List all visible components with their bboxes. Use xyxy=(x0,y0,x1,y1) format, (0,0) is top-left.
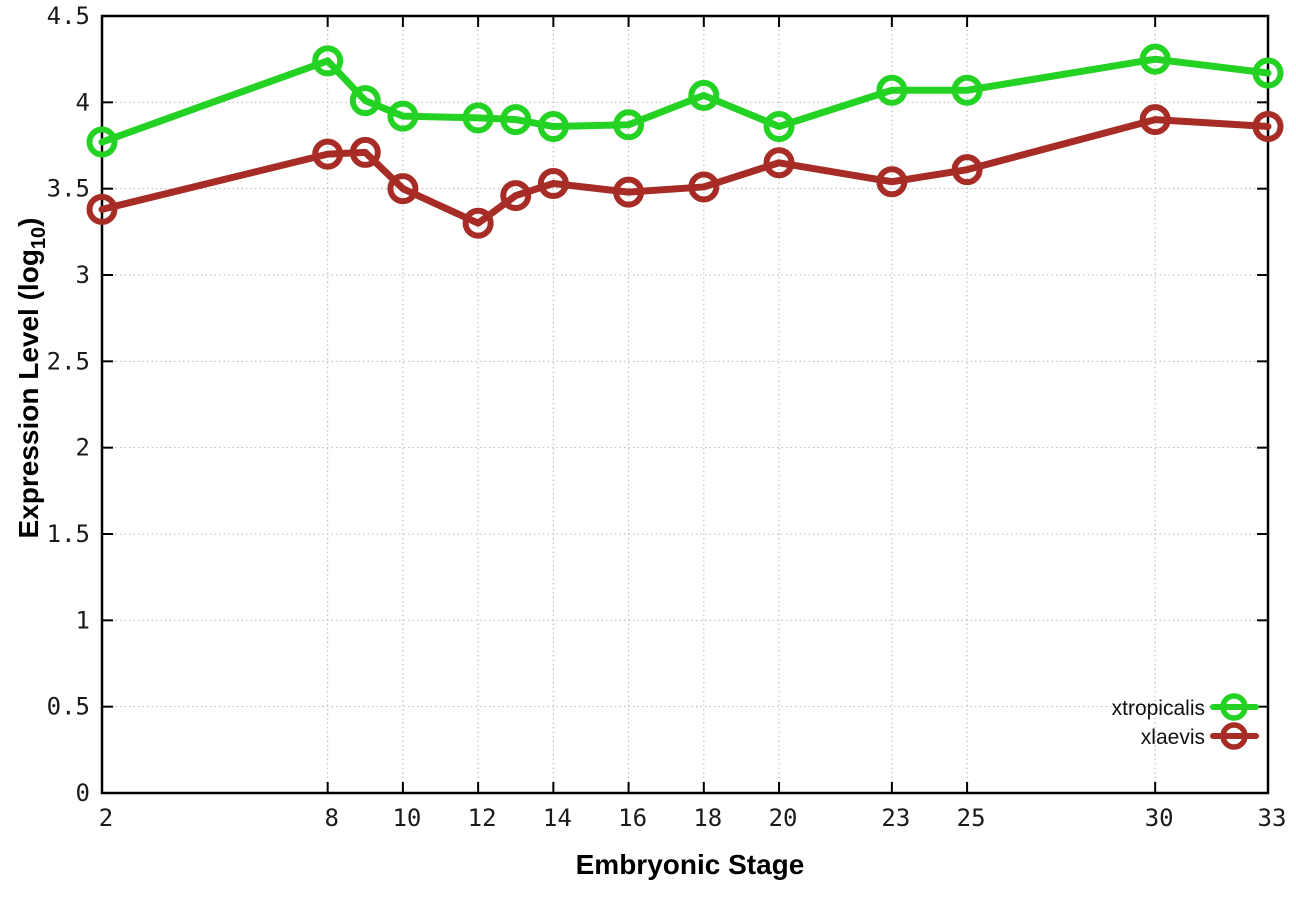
x-axis-title: Embryonic Stage xyxy=(576,849,805,880)
y-tick-label: 0.5 xyxy=(47,693,90,721)
data-point-xlaevis xyxy=(613,176,645,208)
legend-label-xtropicalis: xtropicalis xyxy=(1112,697,1205,720)
x-tick-label: 14 xyxy=(543,804,572,832)
axis-ticks xyxy=(101,15,1269,794)
y-tick-label: 2 xyxy=(76,434,90,462)
data-point-xlaevis xyxy=(763,147,795,179)
x-tick-label: 25 xyxy=(957,804,986,832)
grid-lines xyxy=(102,15,1268,793)
data-point-xtropicalis xyxy=(1252,57,1284,89)
y-axis-title-subscript: 10 xyxy=(28,227,50,249)
series-line-xlaevis xyxy=(98,116,1272,227)
y-tick-label: 4 xyxy=(76,88,90,116)
data-point-xlaevis xyxy=(86,193,118,225)
y-tick-label: 0 xyxy=(76,779,90,807)
data-point-xlaevis xyxy=(312,138,344,170)
x-tick-label: 18 xyxy=(693,804,722,832)
plot-border xyxy=(100,14,1270,795)
data-point-xtropicalis xyxy=(537,111,569,143)
x-tick-label: 23 xyxy=(881,804,910,832)
data-point-xlaevis xyxy=(876,166,908,198)
y-tick-label: 3.5 xyxy=(47,175,90,203)
data-point-xtropicalis xyxy=(1139,43,1171,75)
y-axis-title-main: Expression Level (log xyxy=(13,249,44,538)
data-point-xlaevis xyxy=(1139,104,1171,136)
axis-tick-labels: 0 0.5 1 1.5 2 2.5 3 3.5 4 4.5 2 8 10 12 14 16 18 20 23 25 30… xyxy=(47,2,1287,832)
data-point-xlaevis xyxy=(1252,111,1284,143)
data-point-xtropicalis xyxy=(462,102,494,134)
data-point-xlaevis xyxy=(951,154,983,186)
data-point-xtropicalis xyxy=(876,74,908,106)
x-tick-label: 8 xyxy=(324,804,338,832)
data-point-xlaevis xyxy=(387,173,419,205)
data-point-xtropicalis xyxy=(349,85,381,117)
data-point-xtropicalis xyxy=(500,104,532,136)
y-axis-title-close: ) xyxy=(13,218,44,227)
data-point-xlaevis xyxy=(688,171,720,203)
y-tick-label: 3 xyxy=(76,261,90,289)
data-point-xtropicalis xyxy=(688,79,720,111)
data-point-xtropicalis xyxy=(312,45,344,77)
x-tick-label: 16 xyxy=(618,804,647,832)
data-point-xlaevis xyxy=(500,180,532,212)
x-tick-label: 10 xyxy=(392,804,421,832)
y-tick-label: 1.5 xyxy=(47,520,90,548)
legend: xtropicalis xlaevis xyxy=(1112,693,1259,750)
y-axis-title: Expression Level (log10) xyxy=(13,218,50,539)
data-point-xlaevis xyxy=(537,167,569,199)
y-tick-label: 4.5 xyxy=(47,2,90,30)
data-series xyxy=(86,43,1284,239)
x-tick-label: 20 xyxy=(769,804,798,832)
legend-sample-markers xyxy=(1210,693,1259,750)
data-point-xlaevis xyxy=(462,207,494,239)
data-point-xtropicalis xyxy=(763,111,795,143)
data-point-xtropicalis xyxy=(613,109,645,141)
legend-label-xlaevis: xlaevis xyxy=(1141,726,1205,749)
y-tick-label: 1 xyxy=(76,606,90,634)
x-tick-label: 33 xyxy=(1258,804,1287,832)
data-point-xtropicalis xyxy=(387,100,419,132)
x-tick-label: 12 xyxy=(468,804,497,832)
x-tick-label: 30 xyxy=(1145,804,1174,832)
y-tick-label: 2.5 xyxy=(47,347,90,375)
series-line-xtropicalis xyxy=(98,55,1272,146)
data-point-xtropicalis xyxy=(86,126,118,158)
x-tick-label: 2 xyxy=(99,804,113,832)
data-point-xtropicalis xyxy=(951,74,983,106)
data-point-xlaevis xyxy=(349,136,381,168)
